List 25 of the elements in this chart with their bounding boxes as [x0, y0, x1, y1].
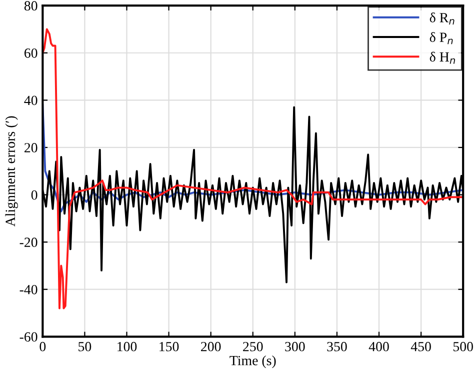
y-axis-title: Alignment errors (′): [5, 116, 18, 226]
y-tick-label: 40: [24, 96, 38, 106]
y-tick-label: 60: [24, 48, 38, 58]
legend-label: δ P$_{n}$: [430, 32, 453, 44]
x-tick-label: 150: [160, 342, 179, 352]
y-tick-label: 0: [31, 190, 38, 200]
y-tick-label: 20: [24, 143, 38, 152]
x-tick-label: 250: [243, 342, 263, 352]
x-axis-title: Time (s): [230, 356, 276, 368]
x-tick-label: 400: [368, 342, 389, 352]
x-tick-label: 0: [40, 342, 46, 352]
legend-label: δ H$_{n}$: [430, 52, 456, 64]
line-series: [42, 28, 464, 310]
x-tick-label: 350: [327, 342, 347, 352]
x-tick-label: 500: [453, 342, 473, 352]
x-tick-label: 100: [118, 342, 137, 352]
x-tick-label: 200: [201, 342, 221, 352]
x-tick-label: 50: [78, 342, 92, 352]
y-tick-label: -60: [20, 332, 38, 342]
y-tick-label: -40: [20, 284, 38, 294]
x-tick-label: 300: [285, 342, 305, 352]
y-tick-label: 80: [24, 1, 38, 11]
y-tick-label: -20: [20, 238, 38, 248]
x-tick-label: 450: [410, 342, 431, 352]
legend-label: δ R$_{n}$: [430, 12, 454, 25]
